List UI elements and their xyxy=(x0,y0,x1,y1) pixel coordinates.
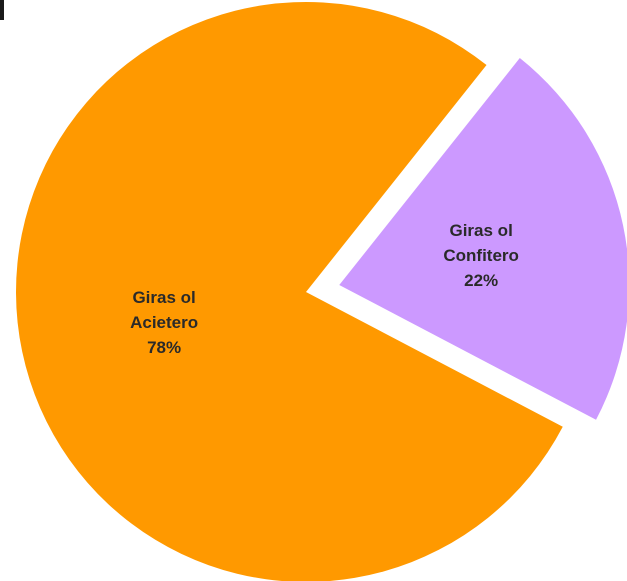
pie-label-line: 78% xyxy=(147,338,181,357)
pie-label-giras-ol-confitero: Giras ol Confitero 22% xyxy=(443,221,519,290)
pie-label-line: Giras ol xyxy=(132,288,195,307)
pie-label-giras-ol-acietero: Giras ol Acietero 78% xyxy=(130,288,198,357)
pie-label-line: 22% xyxy=(464,271,498,290)
pie-label-line: Giras ol xyxy=(449,221,512,240)
pie-slice-giras-ol-confitero xyxy=(339,58,627,420)
corner-mark xyxy=(0,0,4,20)
pie-slices xyxy=(16,2,627,581)
pie-label-line: Confitero xyxy=(443,246,519,265)
pie-label-line: Acietero xyxy=(130,313,198,332)
pie-slice-giras-ol-acietero xyxy=(16,2,563,581)
pie-labels: Giras ol Confitero 22% Giras ol Acietero 78% xyxy=(130,221,519,357)
